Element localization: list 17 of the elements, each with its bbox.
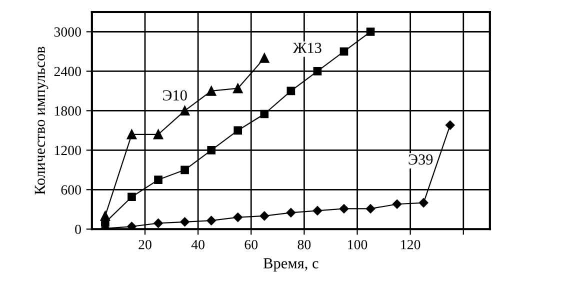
x-tick-label: 100 <box>348 240 368 250</box>
series-label: Ж13 <box>292 42 322 54</box>
x-tick-label: 40 <box>191 240 204 250</box>
y-axis-title: Количество импульсов <box>34 46 48 195</box>
x-axis-title: Время, с <box>264 258 318 272</box>
y-tick-label: 2400 <box>54 66 81 76</box>
y-tick-label: 1200 <box>54 146 81 156</box>
series-label: Э10 <box>162 90 187 101</box>
x-tick-label: 120 <box>401 240 420 250</box>
x-tick-label: 20 <box>138 240 152 250</box>
series-label: Э39 <box>408 154 433 165</box>
y-tick-label: 3000 <box>54 27 81 37</box>
x-tick-label: 80 <box>298 240 311 250</box>
y-tick-label: 0 <box>75 224 81 234</box>
y-tick-label: 600 <box>61 185 81 195</box>
x-tick-label: 60 <box>244 240 258 250</box>
y-tick-label: 1800 <box>54 106 81 116</box>
